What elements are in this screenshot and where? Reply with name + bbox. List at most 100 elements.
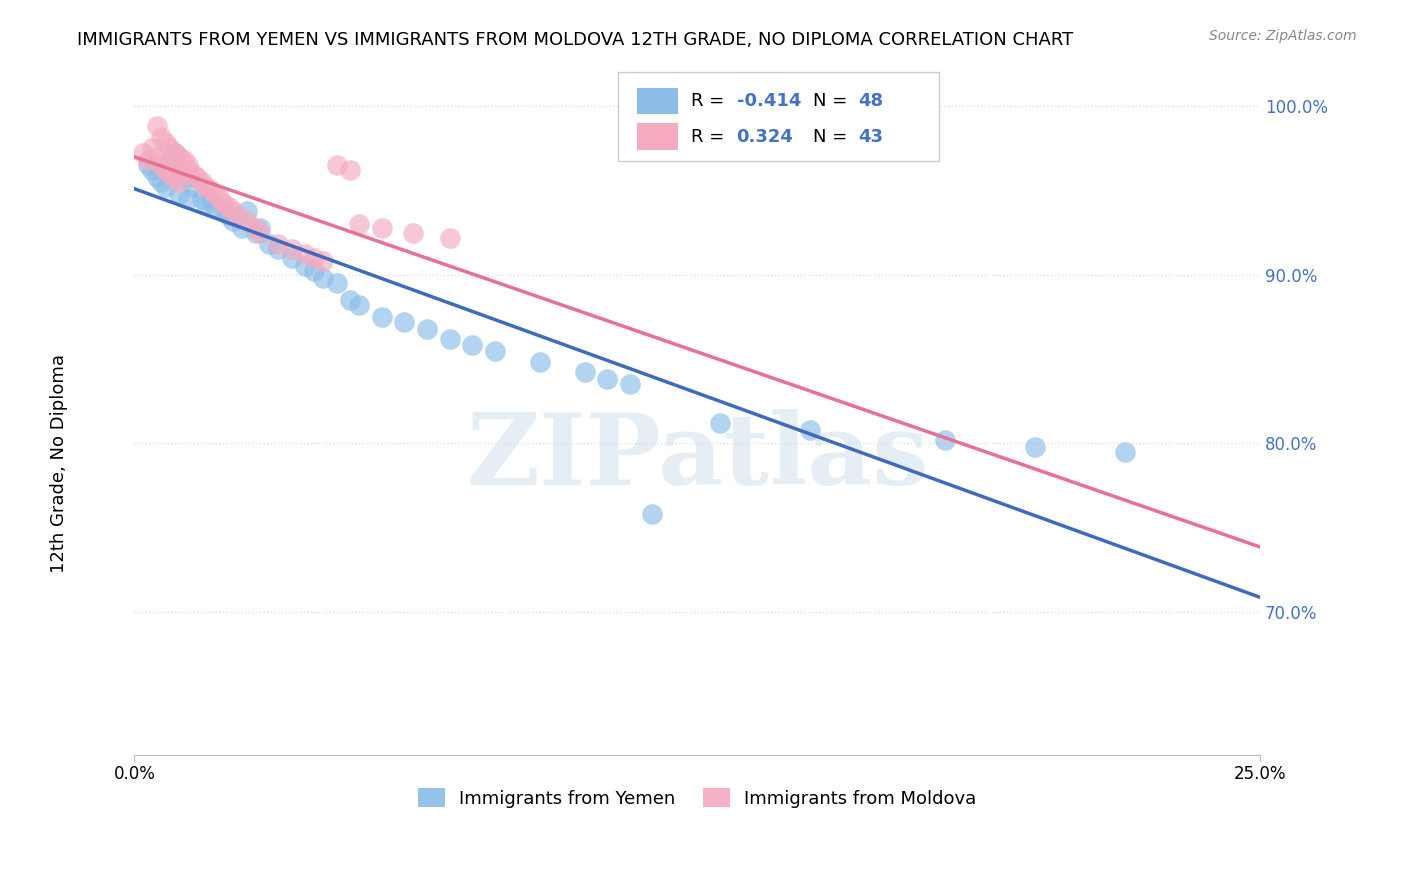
Point bbox=[218, 200, 240, 214]
Point bbox=[150, 158, 173, 172]
Text: 43: 43 bbox=[858, 128, 883, 145]
Point bbox=[416, 321, 439, 335]
Point bbox=[136, 158, 159, 172]
Point bbox=[186, 169, 208, 184]
Point bbox=[1024, 440, 1046, 454]
Point bbox=[177, 158, 200, 172]
Point bbox=[163, 169, 186, 184]
Point bbox=[214, 203, 236, 218]
Text: R =: R = bbox=[692, 128, 737, 145]
Point bbox=[173, 153, 195, 167]
Point bbox=[222, 213, 245, 227]
Point bbox=[304, 251, 326, 265]
Point bbox=[181, 180, 204, 194]
Point bbox=[339, 293, 361, 307]
Point bbox=[371, 310, 394, 324]
Point bbox=[304, 264, 326, 278]
Point bbox=[371, 220, 394, 235]
Point bbox=[208, 192, 231, 206]
Point bbox=[574, 366, 596, 380]
Point bbox=[141, 163, 163, 178]
Point bbox=[132, 146, 155, 161]
Point bbox=[236, 203, 259, 218]
Point bbox=[177, 163, 200, 178]
Point bbox=[146, 120, 169, 134]
Point bbox=[236, 213, 259, 227]
Point bbox=[177, 192, 200, 206]
Point bbox=[484, 343, 506, 358]
Text: 0.324: 0.324 bbox=[737, 128, 793, 145]
Point bbox=[141, 141, 163, 155]
Point bbox=[195, 180, 218, 194]
Point bbox=[159, 141, 181, 155]
Point bbox=[214, 197, 236, 211]
FancyBboxPatch shape bbox=[619, 72, 939, 161]
Point bbox=[259, 237, 281, 252]
Text: N =: N = bbox=[813, 92, 853, 110]
Point bbox=[934, 433, 956, 447]
Point bbox=[204, 186, 226, 201]
Point bbox=[461, 338, 484, 352]
Point bbox=[191, 192, 214, 206]
Point bbox=[169, 150, 191, 164]
Point bbox=[349, 217, 371, 231]
Point bbox=[281, 243, 304, 257]
Point bbox=[159, 153, 181, 167]
Text: -0.414: -0.414 bbox=[737, 92, 801, 110]
Point bbox=[1114, 444, 1136, 458]
Point bbox=[136, 153, 159, 167]
Text: ZIPatlas: ZIPatlas bbox=[465, 409, 928, 507]
Point bbox=[218, 209, 240, 223]
Text: R =: R = bbox=[692, 92, 731, 110]
Point bbox=[155, 180, 177, 194]
Point bbox=[402, 226, 425, 240]
Point bbox=[267, 243, 290, 257]
Text: IMMIGRANTS FROM YEMEN VS IMMIGRANTS FROM MOLDOVA 12TH GRADE, NO DIPLOMA CORRELAT: IMMIGRANTS FROM YEMEN VS IMMIGRANTS FROM… bbox=[77, 31, 1074, 49]
Point bbox=[231, 220, 253, 235]
Point bbox=[245, 220, 267, 235]
Point bbox=[641, 507, 664, 521]
Point bbox=[181, 167, 204, 181]
Point bbox=[226, 209, 249, 223]
Text: 12th Grade, No Diploma: 12th Grade, No Diploma bbox=[51, 354, 67, 574]
Bar bbox=[637, 87, 678, 114]
Point bbox=[195, 197, 218, 211]
Point bbox=[312, 271, 335, 285]
Point bbox=[709, 416, 731, 430]
Point bbox=[439, 332, 461, 346]
Point bbox=[294, 259, 316, 273]
Point bbox=[249, 220, 271, 235]
Point bbox=[204, 200, 226, 214]
Point bbox=[159, 167, 181, 181]
Point bbox=[439, 230, 461, 244]
Point bbox=[169, 175, 191, 189]
Point bbox=[245, 226, 267, 240]
Point bbox=[200, 183, 222, 197]
Point bbox=[619, 377, 641, 392]
Point bbox=[529, 355, 551, 369]
Point bbox=[596, 372, 619, 386]
Point bbox=[191, 175, 214, 189]
Point bbox=[200, 192, 222, 206]
Point bbox=[163, 146, 186, 161]
Point bbox=[150, 175, 173, 189]
Point bbox=[177, 169, 200, 184]
Point bbox=[169, 186, 191, 201]
Point bbox=[312, 254, 335, 268]
Bar bbox=[637, 123, 678, 150]
Point bbox=[326, 158, 349, 172]
Point bbox=[394, 315, 416, 329]
Point bbox=[267, 237, 290, 252]
Legend: Immigrants from Yemen, Immigrants from Moldova: Immigrants from Yemen, Immigrants from M… bbox=[411, 781, 984, 815]
Text: Source: ZipAtlas.com: Source: ZipAtlas.com bbox=[1209, 29, 1357, 43]
Point bbox=[294, 247, 316, 261]
Point bbox=[163, 146, 186, 161]
Point bbox=[222, 203, 245, 218]
Point bbox=[326, 276, 349, 290]
Point bbox=[146, 150, 169, 164]
Point bbox=[169, 167, 191, 181]
Text: 48: 48 bbox=[858, 92, 883, 110]
Point bbox=[155, 163, 177, 178]
Point bbox=[349, 298, 371, 312]
Point bbox=[281, 251, 304, 265]
